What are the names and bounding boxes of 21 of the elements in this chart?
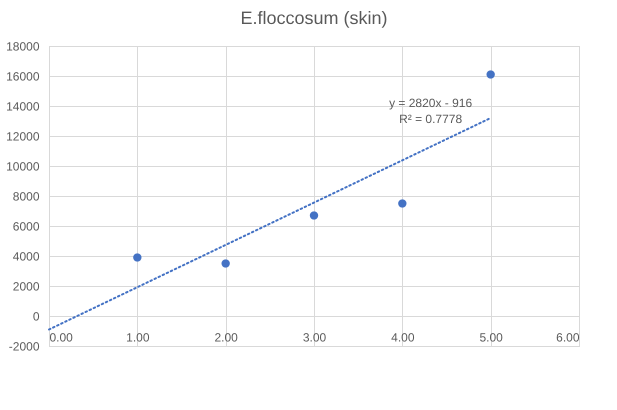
y-tick-label: 18000 [6,40,40,54]
x-tick-label: 1.00 [126,330,150,344]
y-tick-label: -2000 [8,340,40,354]
y-tick-label: 10000 [6,160,40,174]
annotation: y = 2820x - 916 [389,96,472,110]
y-tick-label: 0 [32,310,40,324]
y-tick-label: 2000 [12,280,40,294]
x-tick-label: 4.00 [391,330,415,344]
chart-title: E.floccosum (skin) [240,8,388,28]
y-tick-label: 6000 [12,220,40,234]
annotation: R² = 0.7778 [399,112,462,126]
y-tick-label: 14000 [6,100,40,114]
x-tick-label: 5.00 [479,330,504,344]
x-tick-label: 0.00 [50,330,74,344]
y-tick-label: 8000 [12,190,40,204]
y-tick-label: 12000 [6,130,40,144]
y-tick-label: 4000 [12,250,40,264]
x-tick-label: 2.00 [214,330,238,344]
x-tick-label: 3.00 [302,330,326,344]
y-tick-label: 16000 [6,70,40,84]
x-tick-label: 6.00 [556,330,580,344]
